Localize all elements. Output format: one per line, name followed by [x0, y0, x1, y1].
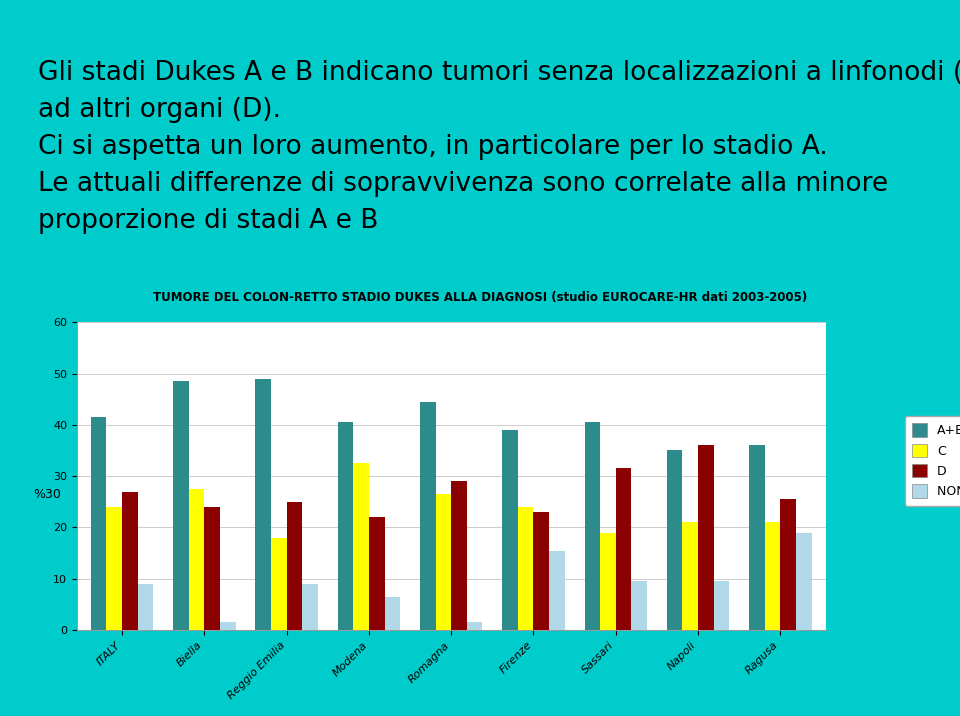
Bar [271, 538, 287, 630]
Bar [667, 450, 683, 630]
Bar [615, 468, 632, 630]
Bar [749, 445, 765, 630]
Bar [517, 507, 534, 630]
Bar [467, 622, 483, 630]
Bar [369, 517, 385, 630]
Bar [91, 417, 107, 630]
Bar [338, 422, 353, 630]
Bar [780, 499, 796, 630]
Bar [107, 507, 122, 630]
Legend: A+B, C, D, NON NOTO: A+B, C, D, NON NOTO [904, 416, 960, 505]
Bar [122, 491, 137, 630]
Bar [353, 463, 369, 630]
Bar [502, 430, 517, 630]
Bar [173, 381, 189, 630]
Bar [796, 533, 811, 630]
Bar [451, 481, 467, 630]
Bar [600, 533, 615, 630]
Bar [287, 502, 302, 630]
Bar [585, 422, 600, 630]
Bar [385, 596, 400, 630]
Y-axis label: %30: %30 [33, 488, 60, 500]
Bar [255, 379, 271, 630]
Bar [189, 489, 204, 630]
Bar [302, 584, 318, 630]
Bar [137, 584, 154, 630]
Text: Gli stadi Dukes A e B indicano tumori senza localizzazioni a linfonodi (C ) o
ad: Gli stadi Dukes A e B indicano tumori se… [38, 60, 960, 234]
Bar [549, 551, 564, 630]
Bar [698, 445, 713, 630]
Text: TUMORE DEL COLON-RETTO STADIO DUKES ALLA DIAGNOSI (studio EUROCARE-HR dati 2003-: TUMORE DEL COLON-RETTO STADIO DUKES ALLA… [153, 291, 807, 304]
Bar [420, 402, 436, 630]
Bar [765, 523, 780, 630]
Bar [632, 581, 647, 630]
Bar [713, 581, 730, 630]
Bar [683, 523, 698, 630]
Bar [436, 494, 451, 630]
Bar [204, 507, 220, 630]
Bar [220, 622, 235, 630]
Bar [534, 512, 549, 630]
